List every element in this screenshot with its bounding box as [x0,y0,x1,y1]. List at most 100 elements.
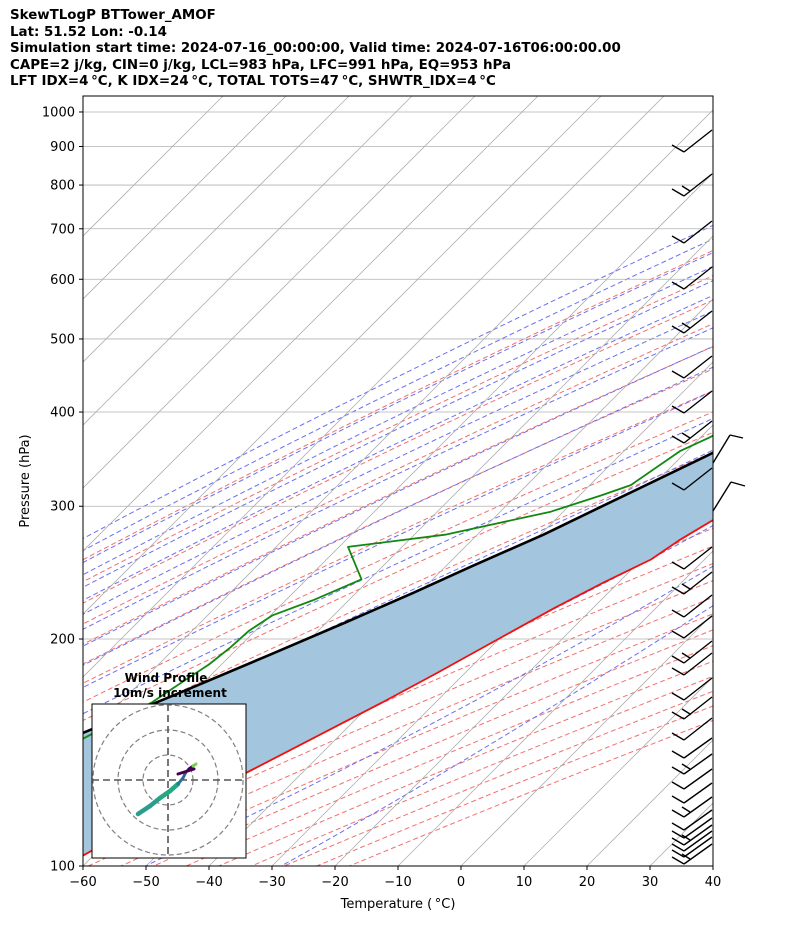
dewpoint-line [83,434,713,740]
wind-barb-flag [730,481,746,487]
wind-barb-flag [681,708,691,715]
wind-barb [671,817,713,839]
wind-barb-shaft [683,310,713,334]
wind-barb [671,546,713,570]
inset-frame [91,703,247,859]
wind-barbs [671,129,746,865]
wind-barb-flag [671,711,685,720]
wind-barb [671,753,713,775]
moist-adiabat [83,280,713,588]
hodograph-trace [167,781,181,794]
x-tick-label: 0 [457,875,465,890]
moist-adiabat [83,224,713,540]
wind-barb-shaft [683,640,713,664]
wind-barb-shaft [683,266,713,290]
wind-barb-shaft [683,420,713,444]
indices-text: LFT IDX=4 °C, K IDX=24 °C, TOTAL TOTS=47… [10,74,496,90]
x-tick-label: −30 [258,875,285,890]
dry-adiabat [83,411,713,703]
wind-barb-shaft [683,830,713,852]
wind-barb-shaft [683,594,713,618]
wind-barb-shaft [683,809,713,831]
wind-barb-flag [671,235,685,244]
wind-barb [671,843,713,865]
y-axis-label: Pressure (hPa) [18,434,33,527]
wind-barb-flag [671,482,685,491]
x-tick-label: 20 [579,875,596,890]
isotherm-line [523,676,713,866]
hodograph-trace [135,803,153,817]
moist-adiabat [83,366,713,666]
isotherm-line [208,361,713,866]
wind-barb-flag [681,185,691,192]
wind-barb-shaft [683,652,713,676]
x-axis-ticks: −60 −50 −40 −30 −20 −10 0 10 20 30 40 [69,866,721,890]
wind-barb [671,737,713,759]
x-tick-label: −40 [195,875,222,890]
moist-adiabat [83,310,713,615]
wind-barb-shaft [683,546,713,570]
wind-barb [671,652,713,676]
wind-barb-flag [681,834,691,841]
wind-barb-flag [671,766,685,775]
hodograph-trace [191,762,198,768]
wind-barb-flag [671,609,685,618]
isotherm-line [271,424,713,866]
y-tick-label: 1000 [42,105,75,120]
wind-barb-flag [729,434,744,439]
wind-barb-shaft [683,390,713,414]
y-tick-label: 600 [50,273,75,288]
wind-barb-flag [671,667,685,676]
isotherm-line [83,96,224,237]
wind-barb [671,594,713,618]
wind-barb [671,390,713,414]
wind-barb [671,640,713,664]
y-tick-label: 800 [50,179,75,194]
dry-adiabat [83,275,713,583]
x-tick-label: −10 [384,875,411,890]
chart-header: SkewTLogP BTTower_AMOF Lat: 51.52 Lon: -… [10,8,621,91]
wind-barb [671,310,713,334]
cape-text: CAPE=2 j/kg, CIN=0 j/kg, LCL=983 hPa, LF… [10,57,512,73]
wind-barb-flag [671,435,685,444]
wind-barb-shaft [683,843,713,865]
wind-barb-shaft [683,817,713,839]
dry-adiabat [83,368,713,665]
y-tick-label: 700 [50,222,75,237]
wind-barb [671,266,713,290]
wind-barb [671,768,713,790]
y-axis-ticks: 1000 900 800 700 600 500 400 300 200 100 [42,105,83,875]
wind-barb [671,220,713,244]
chart-title: SkewTLogP BTTower_AMOF [10,8,216,23]
wind-barb-flag [671,144,685,153]
x-tick-label: 10 [516,875,533,890]
wind-barb-shaft [683,737,713,759]
y-tick-label: 500 [50,332,75,347]
wind-barb-flag [671,809,685,818]
wind-barb-flag [681,583,691,590]
wind-barb [712,434,744,464]
moist-adiabat [83,265,713,576]
wind-barb-flag [671,586,685,595]
isotherm-line [83,96,539,552]
wind-barb [671,129,713,153]
wind-barb [671,173,713,197]
wind-barb-flag [671,370,685,379]
isotherm-line [460,613,713,866]
wind-barb-shaft [683,355,713,379]
moist-adiabat [83,417,713,715]
dry-adiabat [83,299,713,604]
isotherm-line [397,550,713,866]
moist-adiabat [83,390,713,688]
wind-barb-shaft [683,824,713,846]
wind-barb-flag [681,652,691,659]
wind-barb-flag [671,655,685,664]
time-text: Simulation start time: 2024-07-16_00:00:… [10,41,621,57]
moist-adiabat [83,294,713,601]
wind-barb-flag [681,853,691,860]
moist-adiabat [83,252,713,564]
wind-barb-flag [671,837,685,846]
wind-barb-shaft [683,615,713,639]
wind-barb-shaft [683,796,713,818]
